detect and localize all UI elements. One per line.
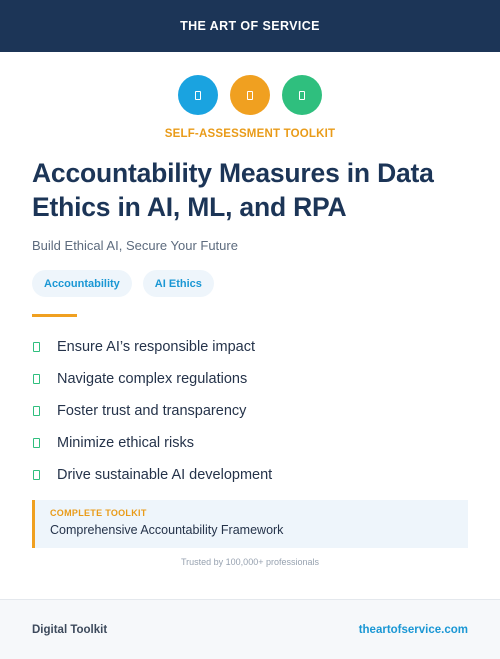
check-icon (33, 438, 40, 448)
brand-name: THE ART OF SERVICE (180, 19, 320, 33)
feature-list: Ensure AI’s responsible impact Navigate … (32, 331, 272, 491)
subtitle: Build Ethical AI, Secure Your Future (32, 238, 238, 253)
green-square-glyph (299, 90, 305, 100)
check-icon (33, 342, 40, 352)
check-icon (33, 470, 40, 480)
tag-ai-ethics[interactable]: AI Ethics (142, 270, 214, 297)
feature-text: Drive sustainable AI development (57, 467, 273, 483)
feature-item: Ensure AI’s responsible impact (32, 331, 272, 363)
callout-label: COMPLETE TOOLKIT (50, 508, 147, 518)
feature-text: Foster trust and transparency (57, 403, 247, 419)
footer: Digital Toolkit theartofservice.com (0, 599, 500, 659)
icon-row (0, 75, 500, 115)
blue-square-icon (178, 75, 218, 115)
orange-square-icon (230, 75, 270, 115)
feature-item: Drive sustainable AI development (32, 459, 272, 491)
check-icon (33, 374, 40, 384)
feature-text: Ensure AI’s responsible impact (57, 339, 256, 355)
trust-line: Trusted by 100,000+ professionals (180, 557, 319, 567)
top-banner: THE ART OF SERVICE (0, 0, 500, 52)
check-icon (33, 406, 40, 416)
website-link[interactable]: theartofservice.com (358, 623, 468, 636)
tag-accountability[interactable]: Accountability (32, 270, 132, 297)
complete-toolkit-callout: COMPLETE TOOLKIT Comprehensive Accountab… (32, 500, 468, 548)
title-line-2: Ethics in AI, ML, and RPA (32, 192, 347, 222)
feature-text: Navigate complex regulations (57, 371, 248, 387)
tag-list: Accountability AI Ethics (32, 270, 214, 297)
orange-square-glyph (247, 90, 253, 100)
footer-label: Digital Toolkit (32, 623, 108, 636)
green-square-icon (282, 75, 322, 115)
blue-square-glyph (195, 90, 201, 100)
accent-divider (32, 314, 77, 317)
feature-text: Minimize ethical risks (57, 435, 194, 451)
feature-item: Minimize ethical risks (32, 427, 272, 459)
feature-item: Foster trust and transparency (32, 395, 272, 427)
feature-item: Navigate complex regulations (32, 363, 272, 395)
title-line-1: Accountability Measures in Data (32, 158, 434, 188)
toolkit-kicker: SELF-ASSESSMENT TOOLKIT (164, 128, 336, 140)
callout-text: Comprehensive Accountability Framework (50, 523, 284, 537)
page-title: Accountability Measures in Data Ethics i… (32, 156, 482, 224)
